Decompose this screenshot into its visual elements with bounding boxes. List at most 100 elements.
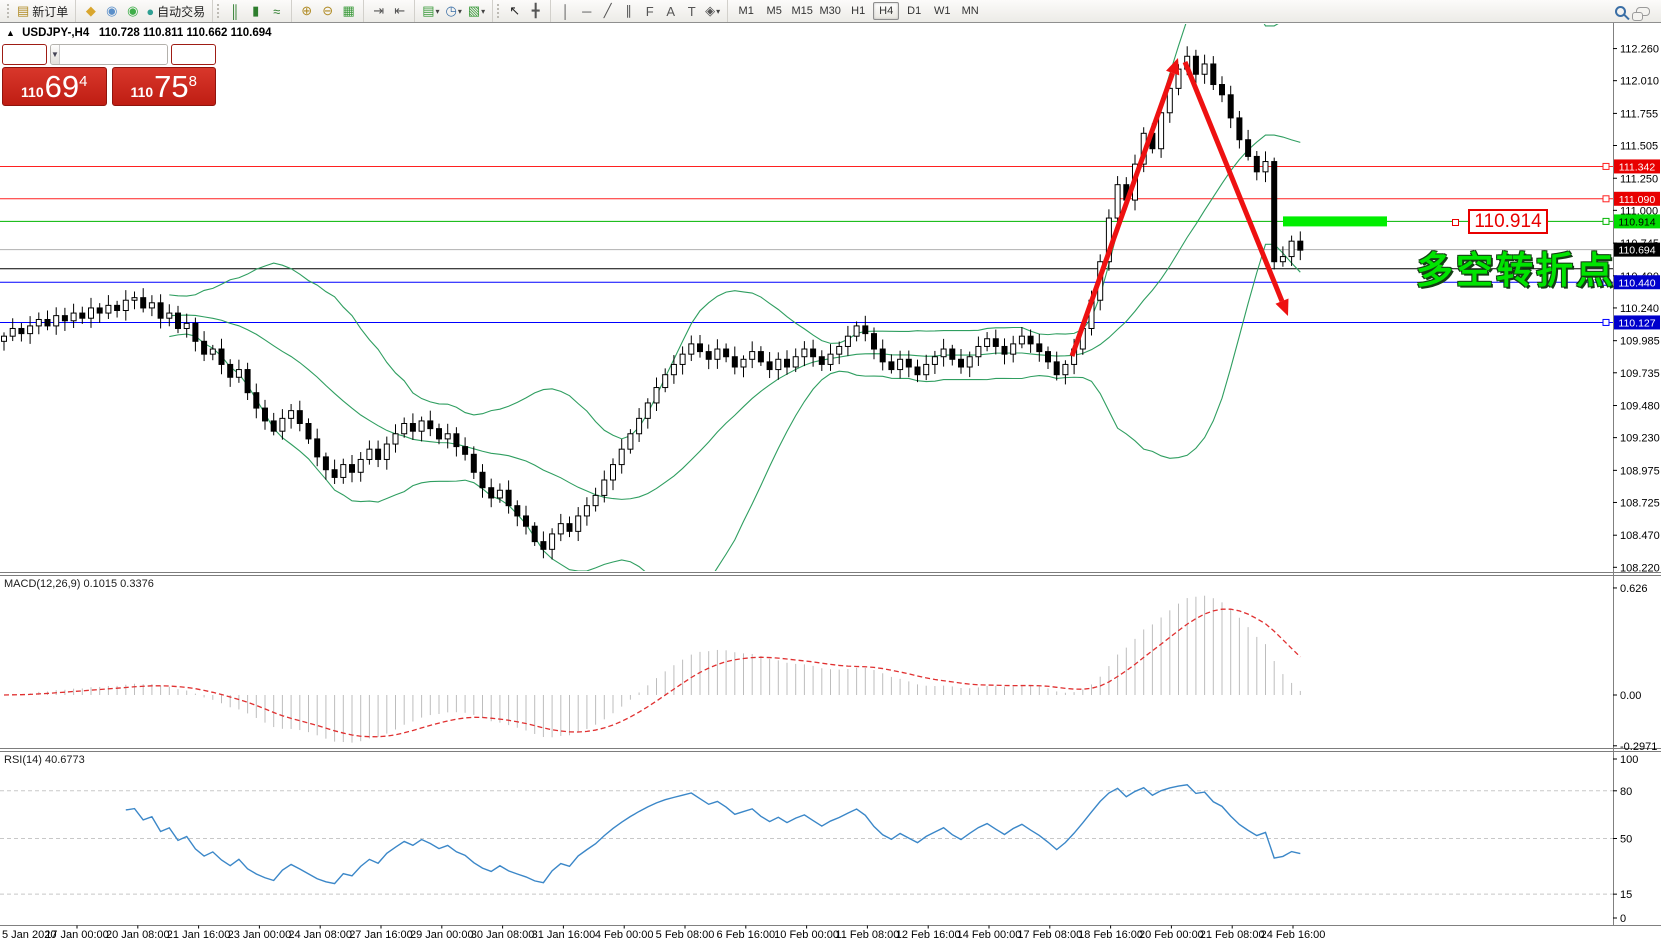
profiles-button[interactable]: ◷ ▾ <box>443 2 465 21</box>
channel-button[interactable]: ∥ <box>618 2 639 21</box>
toolbar-grip <box>217 4 221 18</box>
auto-scroll-button[interactable]: ⇥ <box>368 2 389 21</box>
rsi-tick-label: 50 <box>1620 834 1632 846</box>
profiles-button-dropdown-icon[interactable]: ▾ <box>457 6 462 16</box>
timeframe-mn[interactable]: MN <box>961 5 979 17</box>
hline-marker[interactable] <box>1602 162 1610 170</box>
macd-tick-label: 0.626 <box>1620 583 1648 595</box>
zoom-out-button[interactable]: ⊖ <box>317 2 338 21</box>
down-trend-arrow[interactable] <box>1182 61 1285 303</box>
sell-button[interactable]: SELL <box>2 44 47 65</box>
callout-anchor-square[interactable] <box>1452 219 1459 226</box>
search-icon[interactable] <box>1615 5 1626 17</box>
tile-windows-button[interactable]: ▦ <box>338 2 359 21</box>
candle-body <box>705 351 712 360</box>
hline-marker[interactable] <box>1602 217 1610 225</box>
buy-price-button[interactable]: 110 75 8 <box>111 67 216 106</box>
candle-body <box>496 489 503 499</box>
label-button[interactable]: T <box>681 2 702 21</box>
candle-body <box>827 353 834 365</box>
hline-marker[interactable] <box>1602 195 1610 203</box>
candle-body <box>470 453 477 473</box>
timeframe-m30[interactable]: M30 <box>819 5 841 17</box>
line-chart-button[interactable]: ≈ <box>266 2 287 21</box>
turning-point-annotation[interactable]: 多空转折点 <box>1416 250 1616 291</box>
indicators-icon: ▧ <box>467 3 481 18</box>
signals-icon[interactable]: ◉ <box>122 2 143 21</box>
candle-body <box>175 312 181 329</box>
vline-button[interactable]: │ <box>555 2 576 21</box>
rsi-pane[interactable] <box>0 784 1613 895</box>
cursor-icon: ↖ <box>509 3 521 18</box>
candle-chart-icon: ▮ <box>252 3 260 18</box>
arrows-button-dropdown-icon[interactable]: ▾ <box>716 6 721 16</box>
autotrading-button[interactable]: ● 自动交易 <box>143 2 208 21</box>
up-trend-arrow[interactable] <box>1069 72 1175 357</box>
symbol-ohlc-values: 110.728 110.811 110.662 110.694 <box>98 27 272 39</box>
timeframe-w1[interactable]: W1 <box>933 5 951 17</box>
crosshair-button[interactable]: ╋ <box>525 2 546 21</box>
zoom-in-button[interactable]: ⊕ <box>296 2 317 21</box>
new-chart-button-dropdown-icon[interactable]: ▾ <box>435 6 440 16</box>
timeframe-m1[interactable]: M1 <box>738 5 754 17</box>
candle-body <box>288 410 295 419</box>
candle-body <box>9 327 16 337</box>
hline-marker[interactable] <box>1602 278 1610 286</box>
new-chart-button[interactable]: ▤ ▾ <box>419 2 442 21</box>
toolbar-group: ▤ ▾ ◷ ▾ ▧ ▾ <box>414 0 492 22</box>
hline-marker[interactable] <box>1602 318 1610 326</box>
indicators-button-dropdown-icon[interactable]: ▾ <box>481 6 486 16</box>
price-callout-label[interactable]: 110.914 <box>1468 209 1548 234</box>
bar-chart-button[interactable]: ║ <box>224 2 245 21</box>
volume-decrease-button[interactable]: ▼ <box>51 45 60 64</box>
candle-body <box>1036 343 1043 353</box>
sell-price-button[interactable]: 110 69 4 <box>2 67 107 106</box>
candle-body <box>1227 94 1234 119</box>
new-order-button[interactable]: ▤ 新订单 <box>14 2 71 21</box>
chat-icon[interactable] <box>1632 6 1650 21</box>
timeframe-d1[interactable]: D1 <box>907 5 922 17</box>
candle-body <box>662 374 669 389</box>
toolbar: ▤ 新订单 ◆ ◉ ◉ ● 自动交易 ║ ▮ ≈ ⊕ ⊖ ▦ ⇥ ⇤ ▤ ▾ ◷ ▾ ▧ ▾ ↖ ╋ │ ─ ╱ ∥ F A T ◈ ▾ M1 M… <box>0 0 1661 23</box>
candle-body <box>958 358 964 368</box>
metaquotes-icon[interactable]: ◆ <box>80 2 101 21</box>
candle-body <box>801 348 808 358</box>
candle-body <box>157 302 164 319</box>
candle-body <box>697 343 703 353</box>
timeframe-h4[interactable]: H4 <box>873 2 900 20</box>
candle-body <box>1062 363 1069 376</box>
candle-body <box>862 325 869 335</box>
price-tick-label: 109.985 <box>1620 336 1660 348</box>
candle-chart-button[interactable]: ▮ <box>245 2 266 21</box>
chart-shift-button[interactable]: ⇤ <box>389 2 410 21</box>
price-flag-text: 111.342 <box>1619 161 1656 173</box>
cursor-button[interactable]: ↖ <box>504 2 525 21</box>
symbol-collapse-icon[interactable]: ▲ <box>6 28 15 38</box>
candle-body <box>418 420 425 432</box>
candle-body <box>244 369 251 394</box>
candle-body <box>131 297 138 301</box>
timeframe-h1[interactable]: H1 <box>851 5 866 17</box>
timeframe-m15[interactable]: M15 <box>791 5 813 17</box>
symbol-name: USDJPY-,H4 <box>22 27 90 39</box>
buy-button[interactable]: BUY <box>171 44 216 65</box>
time-tick-label: 14 Feb 00:00 <box>957 929 1022 941</box>
hline-button[interactable]: ─ <box>576 2 597 21</box>
timeframe-m5[interactable]: M5 <box>766 5 782 17</box>
text-button[interactable]: A <box>660 2 681 21</box>
macd-pane[interactable] <box>3 595 1301 743</box>
trendline-button[interactable]: ╱ <box>597 2 618 21</box>
rsi-label: RSI(14) 40.6773 <box>4 754 85 766</box>
time-tick-label: 29 Jan 00:00 <box>410 929 474 941</box>
community-icon[interactable]: ◉ <box>101 2 122 21</box>
green-zone-rect[interactable] <box>1283 216 1387 227</box>
fibonacci-button[interactable]: F <box>639 2 660 21</box>
metaquotes-icon-icon: ◆ <box>85 3 96 18</box>
volume-input[interactable] <box>59 45 167 64</box>
arrows-button[interactable]: ◈ ▾ <box>702 2 723 21</box>
sell-price-pip: 4 <box>79 73 88 90</box>
candle-body <box>296 410 303 424</box>
main-price-pane[interactable] <box>0 0 1613 596</box>
indicators-button[interactable]: ▧ ▾ <box>465 2 488 21</box>
